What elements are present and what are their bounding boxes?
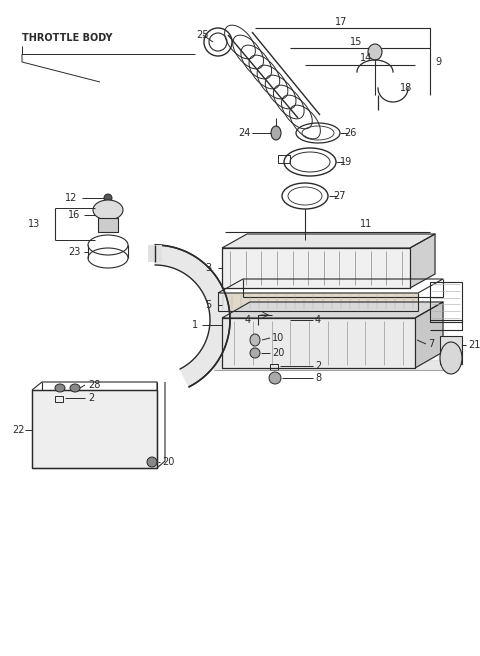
Text: 8: 8 [315, 373, 321, 383]
Text: 28: 28 [88, 380, 100, 390]
Text: 15: 15 [350, 37, 362, 47]
Text: 24: 24 [238, 128, 251, 138]
Bar [430, 282, 462, 322]
Polygon shape [218, 293, 418, 311]
Text: 20: 20 [162, 457, 174, 467]
Text: 1: 1 [192, 320, 198, 330]
Text: 18: 18 [400, 83, 412, 93]
Polygon shape [222, 234, 435, 248]
Polygon shape [222, 248, 410, 288]
Ellipse shape [250, 334, 260, 346]
Text: 5: 5 [205, 300, 211, 310]
Ellipse shape [70, 384, 80, 392]
Polygon shape [410, 234, 435, 288]
Bar [55, 396, 63, 402]
Polygon shape [214, 360, 448, 370]
Ellipse shape [271, 126, 281, 140]
Text: 10: 10 [272, 333, 284, 343]
Text: THROTTLE BODY: THROTTLE BODY [22, 33, 112, 43]
Bar [440, 336, 462, 364]
Ellipse shape [269, 372, 281, 384]
Ellipse shape [104, 194, 112, 202]
Bar [270, 364, 278, 370]
Bar [278, 155, 290, 163]
Ellipse shape [440, 342, 462, 374]
Text: 19: 19 [340, 157, 352, 167]
Text: 13: 13 [28, 219, 40, 229]
Text: 21: 21 [468, 340, 480, 350]
Text: 4: 4 [315, 315, 321, 325]
Text: 23: 23 [68, 247, 80, 257]
Polygon shape [222, 318, 415, 368]
Text: 16: 16 [68, 210, 80, 220]
Text: 20: 20 [272, 348, 284, 358]
Text: 27: 27 [333, 191, 346, 201]
Text: 14: 14 [360, 53, 372, 63]
Bar [32, 390, 157, 468]
Text: 11: 11 [360, 219, 372, 229]
Text: 2: 2 [88, 393, 94, 403]
Text: 26: 26 [344, 128, 356, 138]
Polygon shape [222, 302, 443, 318]
Bar [98, 218, 118, 232]
Ellipse shape [368, 44, 382, 60]
Text: 3: 3 [205, 263, 211, 273]
Ellipse shape [93, 200, 123, 220]
Ellipse shape [250, 348, 260, 358]
Ellipse shape [55, 384, 65, 392]
Ellipse shape [147, 457, 157, 467]
Text: 17: 17 [335, 17, 348, 27]
Polygon shape [415, 302, 443, 368]
Text: 7: 7 [428, 339, 434, 349]
Text: 22: 22 [12, 425, 24, 435]
Text: 25: 25 [196, 30, 208, 40]
Text: 4: 4 [245, 315, 251, 325]
Bar [32, 390, 157, 468]
Text: 12: 12 [65, 193, 77, 203]
Text: 9: 9 [435, 57, 441, 67]
Polygon shape [155, 245, 230, 387]
Text: 2: 2 [315, 361, 321, 371]
